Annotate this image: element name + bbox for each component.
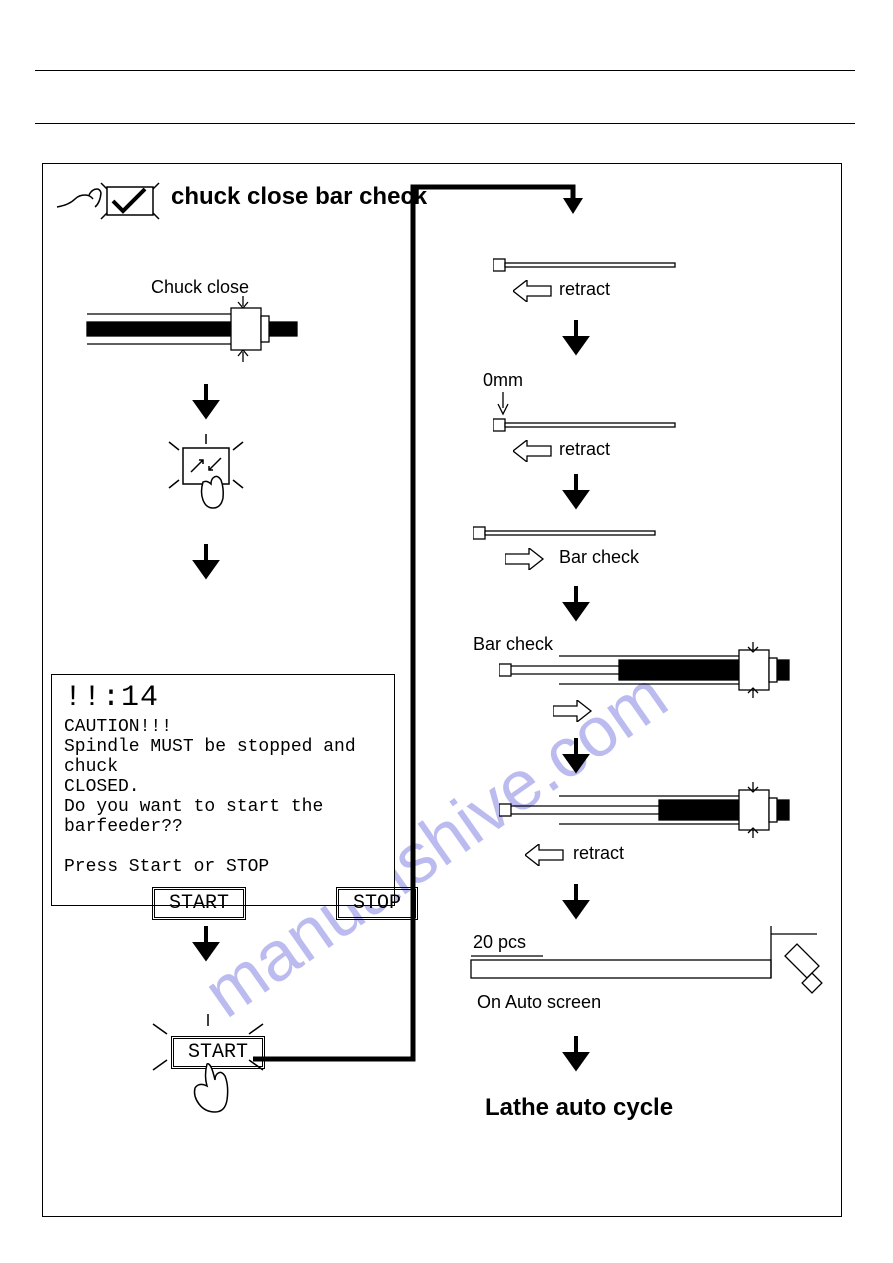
diagram-frame: manualshive.com chuck close bar check Ch… bbox=[42, 163, 842, 1217]
down-arrow-icon bbox=[561, 736, 591, 774]
down-arrow-icon bbox=[561, 882, 591, 920]
auto-screen-label: On Auto screen bbox=[477, 992, 601, 1013]
down-arrow-icon bbox=[561, 472, 591, 510]
right-arrow-icon bbox=[505, 548, 545, 570]
left-arrow-icon bbox=[513, 440, 553, 462]
retract-label: retract bbox=[559, 279, 610, 300]
rod-icon bbox=[493, 416, 683, 434]
rod-icon bbox=[473, 524, 663, 542]
rod-icon bbox=[493, 256, 683, 274]
chuck-assembly-icon bbox=[499, 782, 819, 848]
down-arrow-icon bbox=[561, 1034, 591, 1072]
final-label: Lathe auto cycle bbox=[485, 1094, 673, 1122]
down-arrow-icon bbox=[561, 318, 591, 356]
right-arrow-icon bbox=[553, 700, 593, 722]
left-arrow-icon bbox=[525, 844, 565, 866]
chuck-assembly-icon bbox=[499, 642, 819, 708]
retract-label: retract bbox=[573, 843, 624, 864]
header-rule-2 bbox=[35, 123, 855, 124]
zero-mm-label: 0mm bbox=[483, 370, 523, 391]
retract-label: retract bbox=[559, 439, 610, 460]
bar-check-label: Bar check bbox=[559, 547, 639, 568]
down-arrow-icon bbox=[561, 584, 591, 622]
small-down-arrow-icon bbox=[497, 392, 509, 416]
header-rule-1 bbox=[35, 70, 855, 71]
left-arrow-icon bbox=[513, 280, 553, 302]
